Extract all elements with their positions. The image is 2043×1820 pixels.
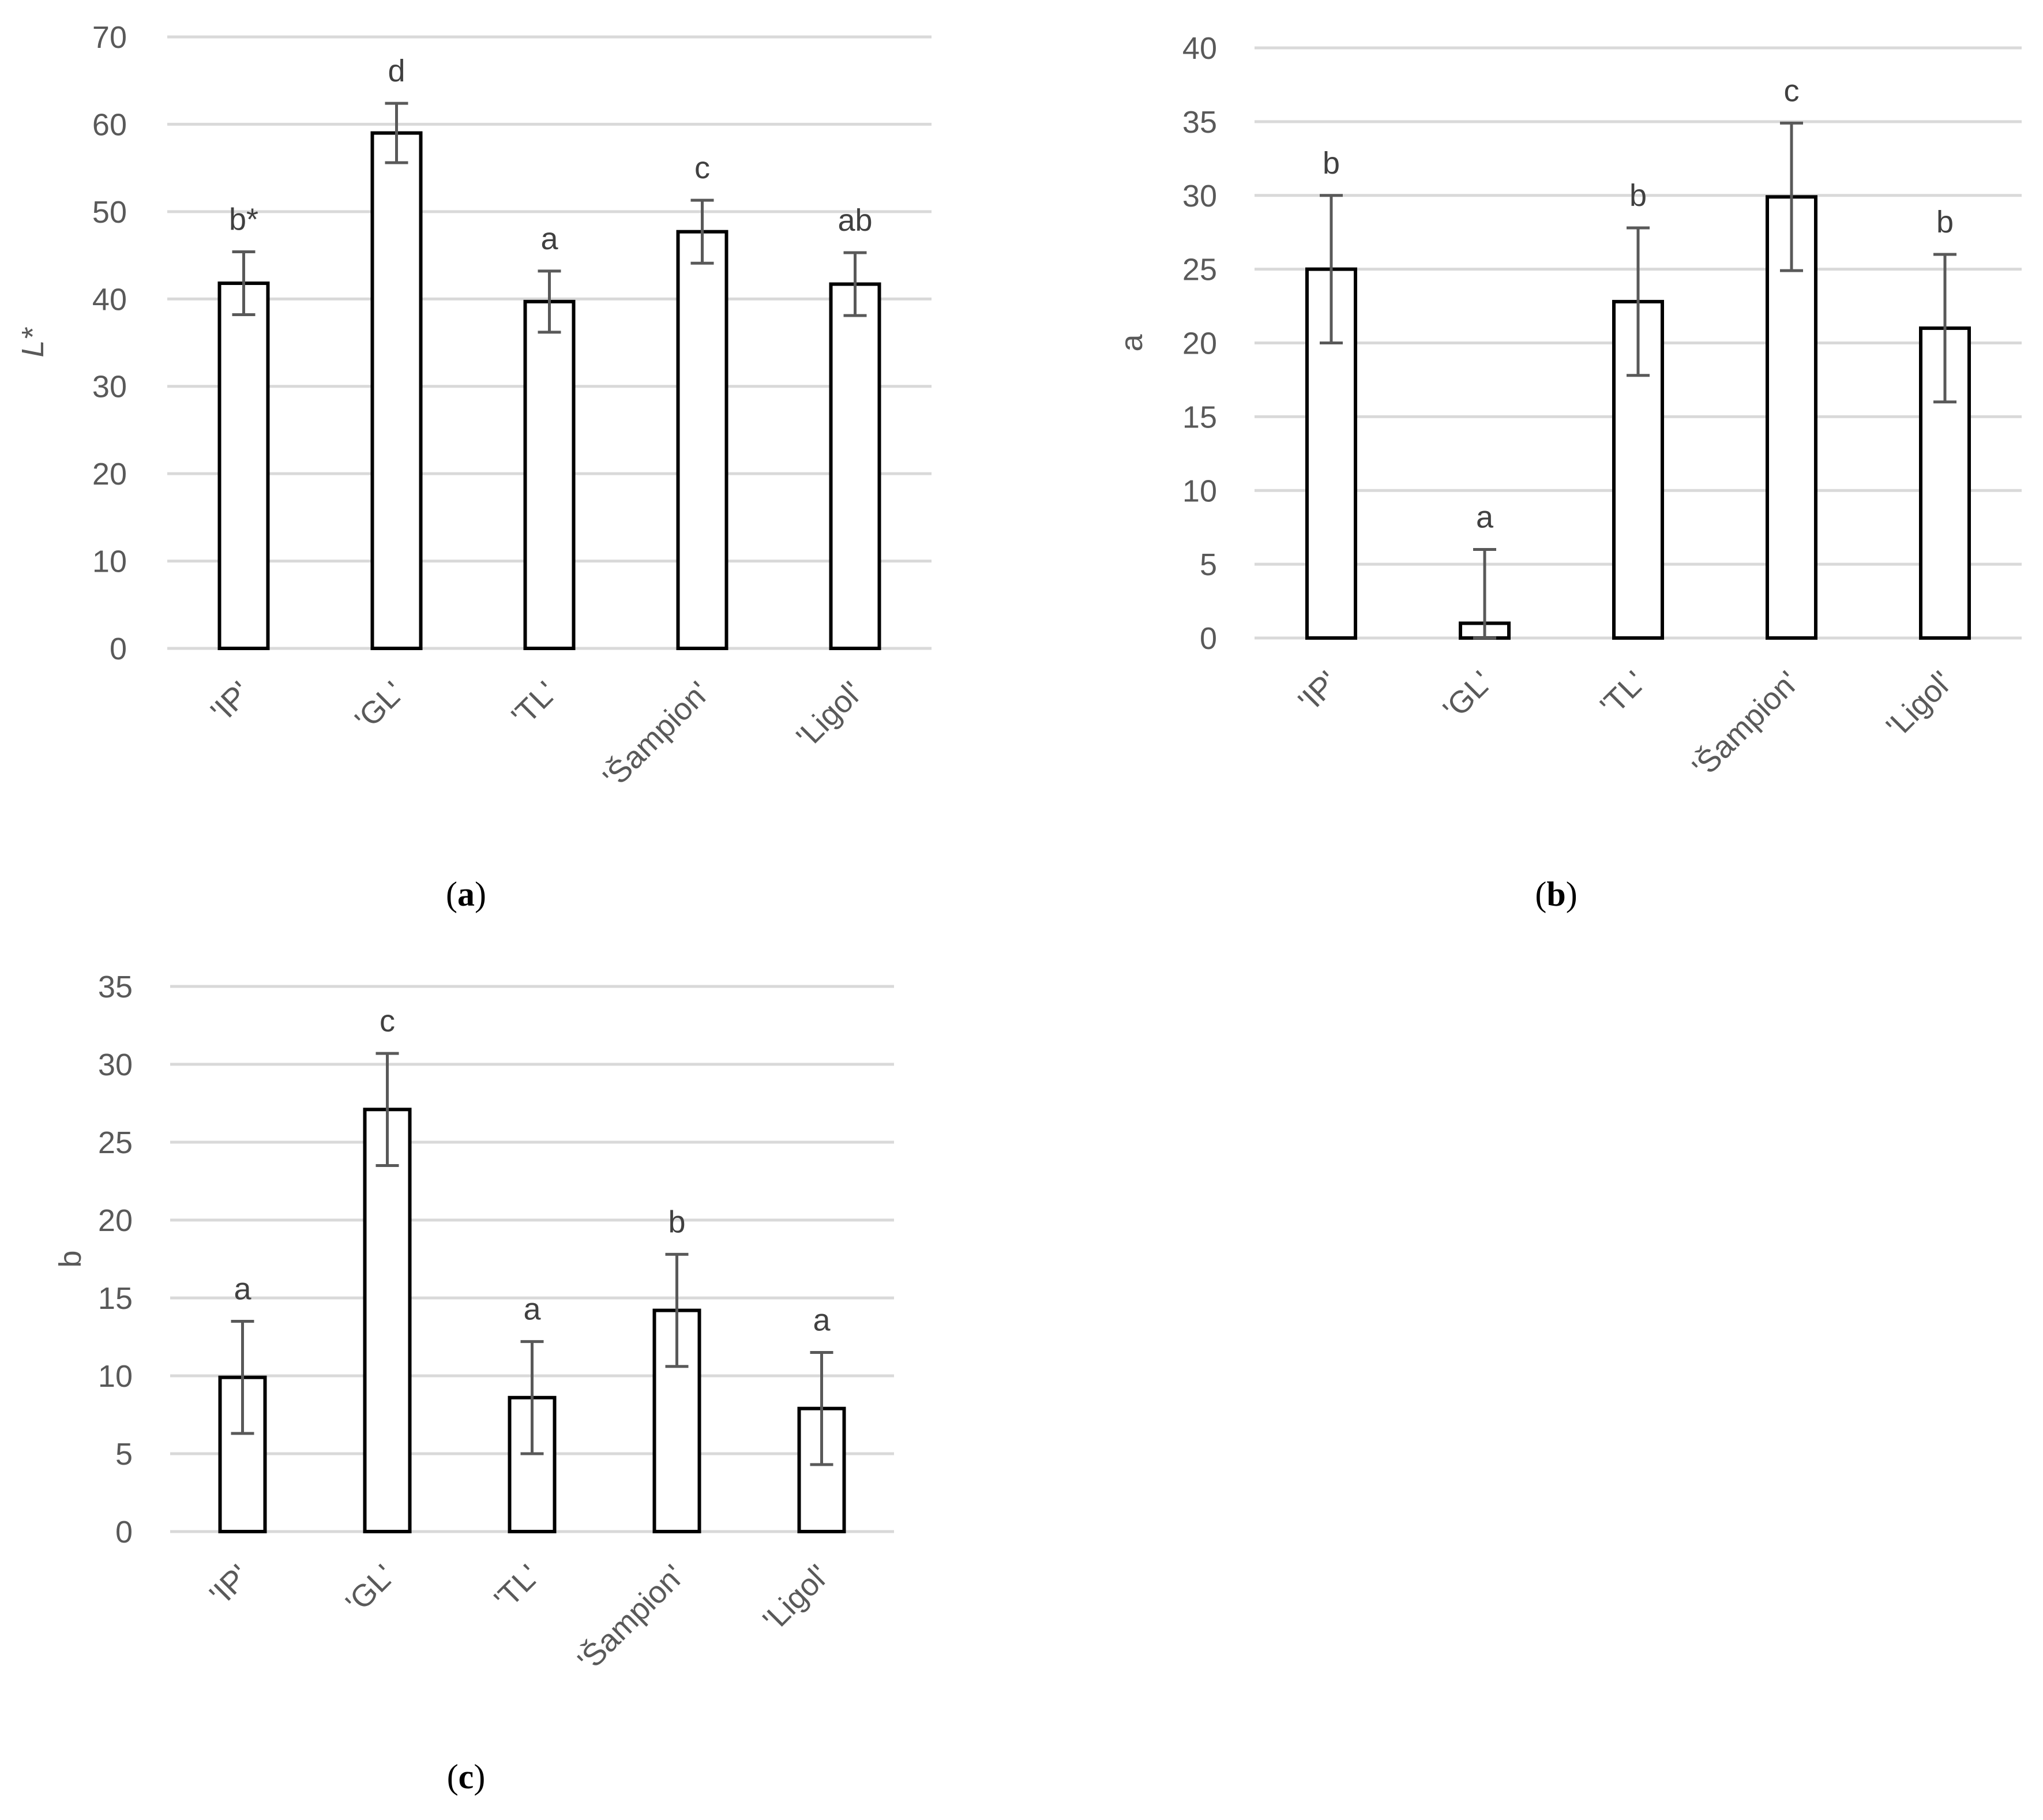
error-bar bbox=[231, 1320, 254, 1435]
significance-label: b* bbox=[229, 202, 258, 237]
significance-label: b bbox=[1936, 205, 1954, 239]
y-tick-label: 35 bbox=[1182, 105, 1217, 140]
significance-label: c bbox=[380, 1004, 395, 1038]
error-bar bbox=[1473, 548, 1496, 640]
y-tick-label: 0 bbox=[110, 632, 127, 666]
y-tick-label: 30 bbox=[1182, 179, 1217, 213]
bar-3 bbox=[523, 299, 576, 650]
x-tick-label: 'IP' bbox=[1291, 665, 1345, 718]
x-tick-label: 'TL' bbox=[1594, 665, 1653, 723]
y-tick-label: 70 bbox=[92, 20, 127, 55]
significance-label: a bbox=[813, 1303, 831, 1338]
x-tick-label: 'IP' bbox=[203, 1558, 257, 1612]
y-tick-label: 5 bbox=[115, 1437, 133, 1472]
significance-label: d bbox=[388, 54, 405, 88]
y-tick-label: 60 bbox=[92, 107, 127, 142]
error-bar bbox=[1780, 121, 1803, 272]
y-tick-label: 25 bbox=[98, 1125, 133, 1160]
y-tick-label: 40 bbox=[92, 282, 127, 317]
y-tick-label: 0 bbox=[115, 1515, 133, 1549]
y-tick-label: 10 bbox=[98, 1359, 133, 1394]
x-tick-label: 'TL' bbox=[487, 1558, 546, 1617]
error-bar bbox=[520, 1340, 544, 1455]
bar-2 bbox=[370, 131, 423, 651]
y-tick-label: 30 bbox=[98, 1048, 133, 1082]
y-axis-label: a bbox=[1114, 334, 1149, 352]
significance-label: a bbox=[540, 222, 558, 256]
error-bar bbox=[375, 1052, 399, 1167]
panel-caption: (a) bbox=[446, 875, 486, 913]
significance-label: ab bbox=[838, 203, 872, 238]
y-axis-label: L* bbox=[16, 327, 50, 357]
significance-label: a bbox=[234, 1272, 251, 1307]
y-tick-label: 40 bbox=[1182, 31, 1217, 66]
y-tick-label: 15 bbox=[1182, 400, 1217, 434]
significance-label: b bbox=[668, 1204, 685, 1239]
significance-label: a bbox=[523, 1292, 541, 1327]
x-tick-label: 'GL' bbox=[1437, 665, 1499, 727]
significance-label: b bbox=[1629, 178, 1647, 213]
y-tick-label: 20 bbox=[92, 457, 127, 491]
y-tick-label: 20 bbox=[1182, 327, 1217, 361]
y-axis-label: b bbox=[53, 1250, 88, 1267]
x-tick-label: 'Šampion' bbox=[596, 675, 716, 795]
x-tick-label: 'GL' bbox=[348, 675, 411, 737]
x-tick-label: 'TL' bbox=[505, 675, 564, 734]
error-bar bbox=[1627, 226, 1650, 377]
y-tick-label: 15 bbox=[98, 1281, 133, 1316]
significance-label: c bbox=[1784, 73, 1800, 108]
x-tick-label: 'Šampion' bbox=[571, 1558, 691, 1678]
y-tick-label: 20 bbox=[98, 1203, 133, 1238]
chart-a: 0 10 20 30 40 50 60 70 L* b* 'IP' d 'GL' a 'TL' c 'Šampi… bbox=[16, 20, 932, 913]
bar-5 bbox=[829, 282, 881, 650]
y-tick-label: 10 bbox=[92, 545, 127, 579]
y-tick-label: 10 bbox=[1182, 474, 1217, 508]
significance-label: b bbox=[1323, 146, 1340, 181]
panel-caption: (c) bbox=[447, 1758, 486, 1796]
panel-caption: (b) bbox=[1535, 875, 1577, 913]
y-tick-label: 50 bbox=[92, 195, 127, 230]
y-tick-label: 25 bbox=[1182, 253, 1217, 287]
significance-label: c bbox=[694, 151, 710, 185]
bar-4 bbox=[676, 230, 728, 650]
x-tick-label: 'IP' bbox=[204, 675, 258, 729]
chart-b: 0 5 10 15 20 25 30 35 40 a b 'IP' a 'GL' b 'TL' c 'Šampio… bbox=[1114, 31, 2022, 913]
error-bar bbox=[232, 250, 256, 317]
error-bar bbox=[385, 102, 408, 164]
error-bar bbox=[810, 1351, 833, 1466]
y-tick-label: 5 bbox=[1200, 547, 1217, 582]
x-tick-label: 'Šampion' bbox=[1686, 665, 1806, 785]
x-tick-label: 'Ligol' bbox=[756, 1558, 836, 1638]
chart-c: 0 5 10 15 20 25 30 35 b a 'IP' c 'GL' a 'TL' b 'Šampion'… bbox=[53, 970, 894, 1796]
error-bar bbox=[690, 198, 714, 265]
x-tick-label: 'Ligol' bbox=[790, 675, 869, 755]
bar-1 bbox=[217, 282, 270, 650]
error-bar bbox=[843, 251, 867, 317]
bar-2 bbox=[363, 1108, 412, 1533]
x-tick-label: 'GL' bbox=[339, 1558, 401, 1620]
error-bar bbox=[538, 269, 561, 334]
significance-label: a bbox=[1476, 500, 1494, 535]
error-bar bbox=[1320, 194, 1343, 344]
y-tick-label: 0 bbox=[1200, 621, 1217, 656]
error-bar bbox=[1933, 253, 1956, 404]
y-tick-label: 35 bbox=[98, 970, 133, 1004]
y-tick-label: 30 bbox=[92, 370, 127, 404]
x-tick-label: 'Ligol' bbox=[1880, 665, 1959, 744]
error-bar bbox=[665, 1252, 689, 1368]
